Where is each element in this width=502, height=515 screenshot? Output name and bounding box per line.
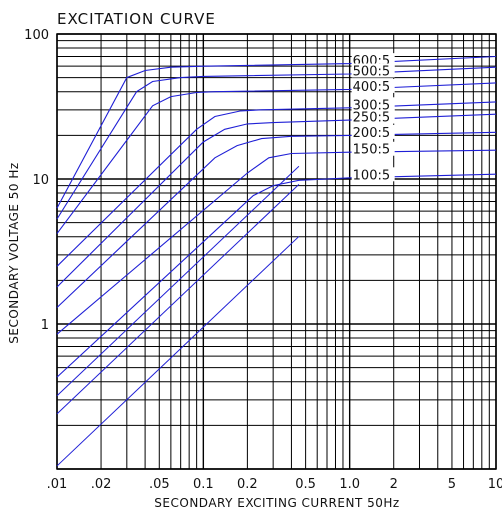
y-axis-title: SECONDARY VOLTAGE 50 Hz xyxy=(7,162,21,343)
series-label-bg xyxy=(351,97,395,112)
series-label-bg xyxy=(351,109,395,124)
tick-labels: .01 .02 .05 0.1 0.2 0.5 1.0 2 5 10 1 10 100 xyxy=(24,28,502,492)
series-line xyxy=(56,82,497,234)
series-label-bg xyxy=(351,124,395,139)
series-line xyxy=(56,101,497,267)
series-label: 200:5 xyxy=(353,126,390,141)
y-tick-label: 100 xyxy=(24,28,49,43)
grid xyxy=(56,33,497,470)
series-label-bg xyxy=(351,63,395,78)
x-tick-label: 10 xyxy=(488,477,502,492)
series-label: 300:5 xyxy=(353,98,390,113)
x-tick-label: .05 xyxy=(149,477,170,492)
series-label: 400:5 xyxy=(353,80,390,95)
series-line xyxy=(56,55,497,209)
series-line-extra xyxy=(56,184,300,415)
series-line xyxy=(56,149,497,335)
y-tick-label: 1 xyxy=(41,318,49,333)
series-label-bg xyxy=(351,78,395,93)
series-label: 100:5 xyxy=(353,168,390,183)
x-tick-label: .02 xyxy=(91,477,112,492)
series-label-bg xyxy=(351,167,395,182)
y-tick-label: 10 xyxy=(32,173,49,188)
x-tick-label: 0.2 xyxy=(237,477,258,492)
series-line-extra xyxy=(56,236,300,467)
x-tick-label: 0.5 xyxy=(295,477,316,492)
series-label-bg xyxy=(351,141,395,156)
series-label: 250:5 xyxy=(353,111,390,126)
plot-frame xyxy=(56,33,497,470)
series-group xyxy=(56,55,497,467)
x-tick-label: 0.1 xyxy=(193,477,214,492)
series-line xyxy=(56,173,497,378)
x-tick-label: 2 xyxy=(390,477,398,492)
series-line-extra xyxy=(56,165,300,397)
x-tick-label: .01 xyxy=(47,477,68,492)
chart-title: EXCITATION CURVE xyxy=(57,10,216,28)
series-line xyxy=(56,113,497,288)
series-label: 500:5 xyxy=(353,65,390,80)
x-tick-label: 5 xyxy=(448,477,456,492)
x-tick-label: 1.0 xyxy=(339,477,360,492)
series-line xyxy=(56,66,497,220)
x-axis-title: SECONDARY EXCITING CURRENT 50Hz xyxy=(154,496,399,510)
series-line xyxy=(56,131,497,308)
series-label: 150:5 xyxy=(353,143,390,158)
